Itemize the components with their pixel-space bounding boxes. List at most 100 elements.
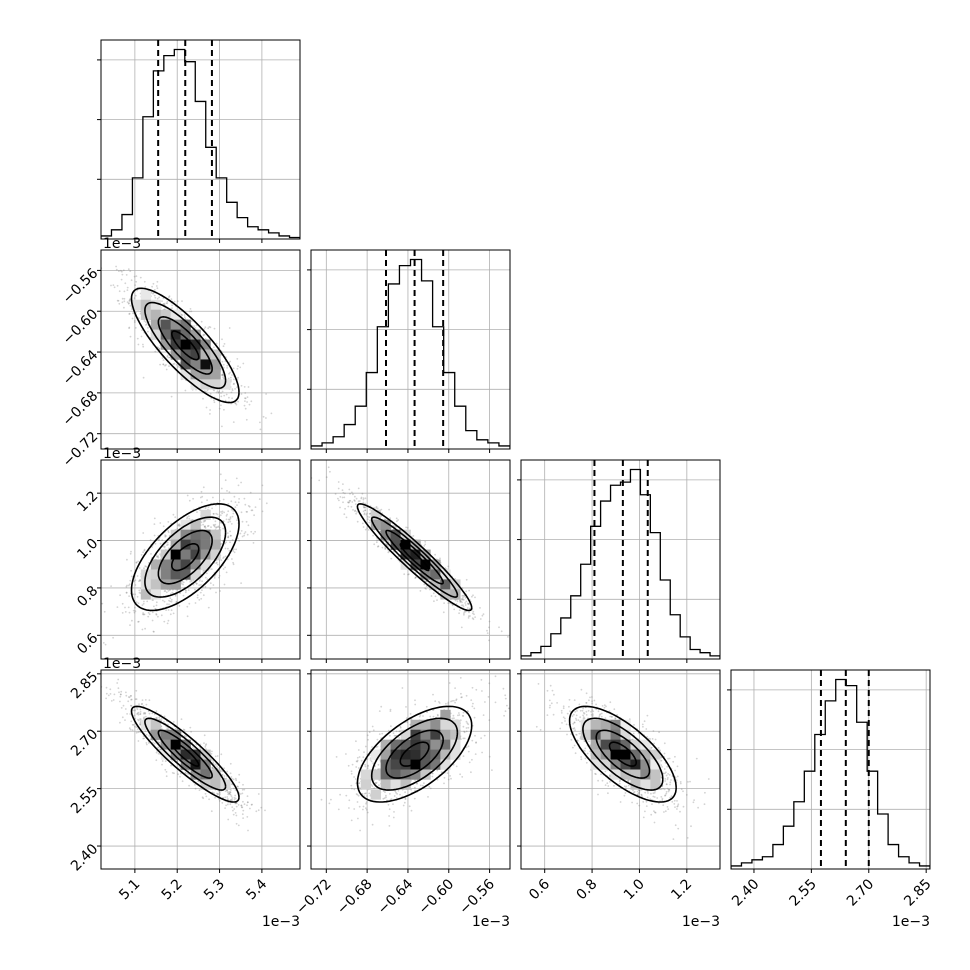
density-cell [200, 359, 211, 370]
sample-point [203, 328, 206, 330]
sample-point [337, 487, 340, 490]
sample-point [362, 526, 365, 528]
sample-point [234, 802, 237, 805]
sample-point [134, 606, 136, 609]
sample-point [221, 773, 224, 776]
sample-point [120, 278, 123, 281]
density-cell [170, 309, 181, 320]
density-cell [180, 339, 191, 350]
sample-point [218, 515, 221, 518]
sample-point [356, 511, 358, 513]
sample-point [434, 595, 437, 598]
sample-point [139, 579, 141, 581]
sample-point [158, 539, 160, 542]
sample-point [126, 289, 129, 291]
sample-point [118, 302, 121, 305]
sample-point [159, 363, 162, 366]
sample-point [354, 510, 356, 513]
sample-point [203, 569, 206, 572]
sample-point [178, 525, 181, 527]
sample-point [218, 391, 221, 393]
sample-point [163, 620, 166, 623]
sample-point [201, 589, 203, 591]
sample-point [162, 363, 165, 366]
sample-point [343, 513, 346, 516]
sample-point [184, 591, 187, 594]
sample-point [241, 788, 244, 791]
sample-point [213, 577, 216, 579]
sample-point [163, 545, 166, 548]
sample-point [157, 556, 160, 559]
sample-point [122, 269, 125, 272]
sample-point [221, 373, 224, 376]
sample-point [103, 610, 106, 613]
sample-point [202, 486, 205, 489]
sample-point [414, 576, 417, 579]
sample-point [157, 615, 159, 618]
density-cell [200, 339, 211, 350]
sample-point [229, 541, 231, 544]
sample-point [230, 799, 232, 802]
sample-point [167, 531, 170, 534]
sample-point [199, 591, 202, 594]
density-cell [190, 359, 201, 370]
sample-point [232, 421, 235, 423]
sample-point [231, 539, 234, 541]
sample-point [121, 270, 123, 273]
sample-point [202, 397, 204, 400]
sample-point [229, 376, 232, 379]
sample-point [366, 527, 368, 529]
sample-point [150, 553, 152, 555]
sample-point [433, 600, 435, 603]
sample-point [236, 537, 239, 540]
density-cell [170, 559, 181, 570]
sample-point [181, 580, 184, 583]
sample-point [125, 585, 128, 588]
sample-point [243, 532, 246, 535]
sample-point [240, 384, 243, 387]
sample-point [173, 300, 176, 303]
density-cell [150, 299, 161, 310]
sample-point [221, 512, 224, 515]
sample-point [234, 402, 237, 405]
sample-point [223, 511, 226, 514]
sample-point [128, 299, 131, 302]
sample-point [145, 321, 147, 323]
sample-point [471, 617, 474, 619]
sample-point [215, 526, 218, 529]
sample-point [113, 286, 116, 289]
y-tick-label: −0.64 [60, 347, 102, 389]
sample-point [210, 568, 213, 570]
sample-point [161, 760, 164, 762]
sample-point [241, 792, 244, 795]
sample-point [167, 619, 170, 622]
sample-point [169, 600, 172, 603]
sample-point [236, 358, 239, 360]
sample-point [465, 600, 468, 603]
sample-point [129, 579, 132, 582]
sample-point [165, 591, 168, 594]
sample-point [165, 368, 168, 371]
sample-point [233, 787, 235, 790]
sample-point [229, 516, 232, 519]
sample-point [154, 542, 157, 545]
sample-point [206, 578, 209, 581]
sample-point [153, 605, 155, 608]
sample-point [482, 613, 485, 615]
sample-point [169, 356, 172, 359]
sample-point [200, 320, 203, 323]
sample-point [230, 776, 233, 778]
sample-point [437, 590, 440, 593]
sample-point [226, 558, 229, 561]
density-cell [150, 569, 161, 580]
sample-point [220, 511, 222, 513]
sample-point [141, 699, 144, 701]
sample-point [210, 526, 212, 529]
sample-point [145, 565, 148, 568]
sample-point [443, 602, 445, 604]
sample-point [184, 389, 187, 392]
sample-point [244, 397, 247, 400]
sample-point [128, 300, 131, 302]
sample-point [136, 595, 139, 598]
sample-point [147, 611, 150, 614]
